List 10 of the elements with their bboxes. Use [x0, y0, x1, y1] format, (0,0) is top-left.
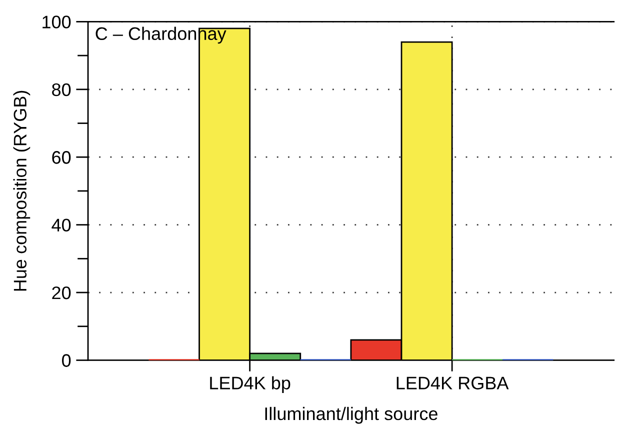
y-axis-title: Hue composition (RYGB)	[13, 90, 30, 291]
y-tick-label: 40	[52, 218, 71, 232]
y-tick-label: 60	[52, 151, 71, 164]
x-tick-label: LED4K RGBA	[396, 376, 509, 390]
y-tick-label: 0	[62, 354, 71, 367]
x-tick-label: LED4K bp	[210, 376, 290, 394]
y-tick-label: 100	[42, 16, 71, 28]
y-tick-label: 20	[52, 286, 71, 300]
x-axis-title: Illuminant/light source	[265, 406, 438, 424]
y-tick-label: 80	[52, 83, 71, 96]
